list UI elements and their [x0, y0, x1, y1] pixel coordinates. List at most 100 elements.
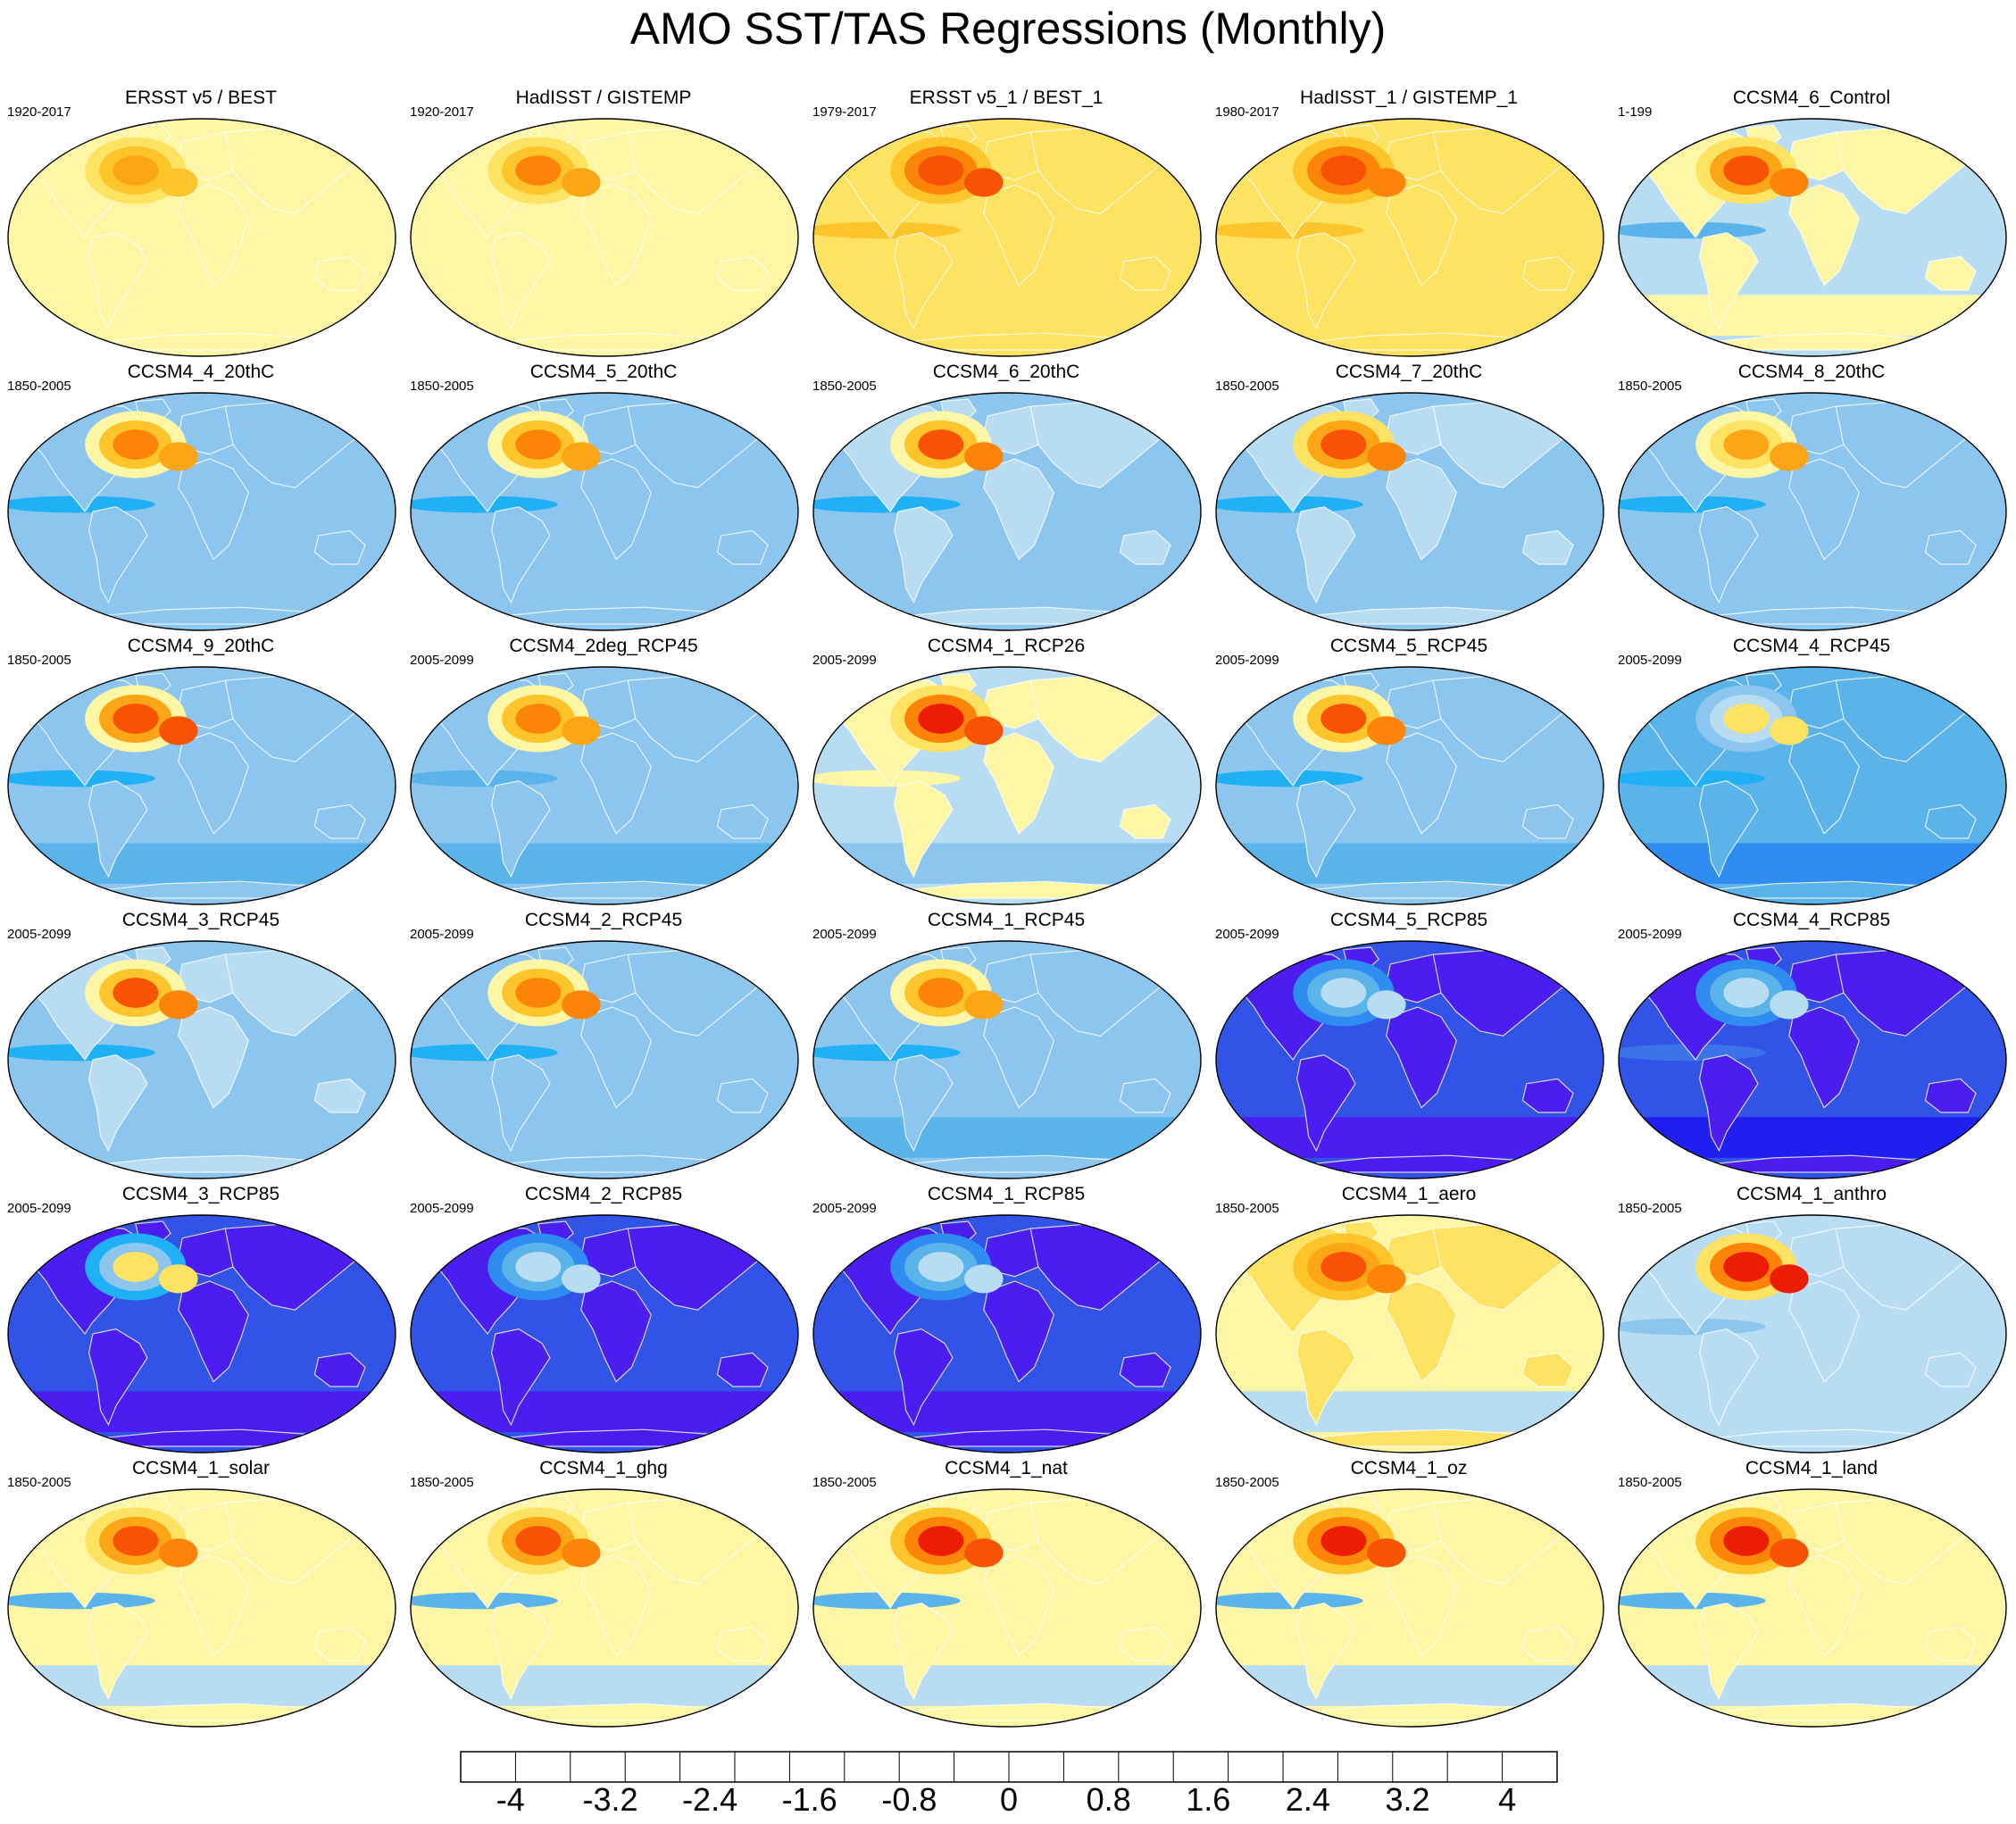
panel-years: 1920-2017 — [7, 104, 71, 120]
southern-ocean-anomaly — [411, 843, 798, 884]
figure-title: AMO SST/TAS Regressions (Monthly) — [629, 4, 1387, 54]
southern-ocean-anomaly — [411, 1665, 798, 1706]
panel-years: 2005-2099 — [410, 927, 474, 942]
panel-years: 1850-2005 — [1215, 379, 1279, 394]
continent-au — [1924, 255, 1977, 291]
continent-af — [1386, 184, 1457, 287]
panel-title: CCSM4_1_oz — [1350, 1458, 1468, 1478]
map-outline — [410, 1214, 799, 1453]
continent-af — [1788, 1554, 1860, 1657]
southern-ocean-anomaly — [1619, 1665, 2006, 1706]
map — [410, 1488, 799, 1728]
panel-title: CCSM4_2_RCP45 — [524, 910, 683, 930]
continent-sa — [490, 505, 551, 604]
continent-af — [1788, 458, 1860, 561]
north-atlantic-anomaly-3 — [515, 155, 562, 186]
map — [1618, 1214, 2007, 1453]
continent-af — [580, 1006, 652, 1109]
panel-title: CCSM4_1_ghg — [539, 1458, 668, 1478]
panel-years: 1850-2005 — [1215, 1475, 1279, 1490]
colorbar — [460, 1751, 1558, 1783]
southern-ocean-anomaly — [813, 1391, 1201, 1432]
map-outline — [812, 666, 1202, 905]
map — [410, 392, 799, 631]
southern-ocean-anomaly — [411, 569, 798, 610]
panel-years: 1980-2017 — [1215, 104, 1279, 120]
map-panel: ERSST v5_1 / BEST_1 1979-2017 — [805, 87, 1207, 359]
continent-af — [983, 1554, 1054, 1657]
north-atlantic-anomaly-3 — [1723, 1252, 1770, 1282]
north-atlantic-anomaly-3 — [1723, 978, 1770, 1008]
map — [1215, 392, 1604, 631]
panel-years: 2005-2099 — [1618, 653, 1682, 668]
north-atlantic-anomaly-3 — [515, 978, 562, 1008]
southern-ocean-anomaly — [8, 569, 396, 610]
map — [7, 940, 396, 1179]
map-panel: CCSM4_2deg_RCP45 2005-2099 — [403, 635, 804, 907]
subpolar-gyre-anomaly — [562, 716, 601, 745]
north-atlantic-anomaly-3 — [1320, 704, 1367, 734]
southern-ocean-anomaly — [1619, 295, 2006, 336]
north-atlantic-anomaly-3 — [918, 978, 964, 1008]
colorbar-tick-label: -0.8 — [881, 1781, 937, 1818]
continent-af — [1386, 1006, 1457, 1109]
southern-ocean-anomaly — [1619, 569, 2006, 610]
subpolar-gyre-anomaly — [964, 1264, 1004, 1294]
continent-af — [580, 1554, 652, 1657]
map-outline — [1618, 1214, 2007, 1453]
continent-sa — [1295, 505, 1356, 604]
north-atlantic-anomaly-3 — [1320, 1526, 1367, 1556]
subpolar-gyre-anomaly — [159, 168, 198, 197]
subpolar-gyre-anomaly — [159, 442, 198, 471]
continent-au — [313, 1626, 366, 1662]
subpolar-gyre-anomaly — [1770, 168, 1809, 197]
continent-au — [1521, 529, 1574, 565]
map-outline — [1618, 940, 2007, 1179]
continent-af — [178, 458, 249, 561]
continent-af — [178, 1006, 249, 1109]
north-atlantic-anomaly-3 — [515, 704, 562, 734]
southern-ocean-anomaly — [1216, 1117, 1604, 1158]
map-panel: CCSM4_9_20thC 1850-2005 — [0, 635, 402, 907]
continent-sa — [1698, 779, 1759, 879]
map-panel: CCSM4_8_20thC 1850-2005 — [1611, 361, 2012, 633]
subpolar-gyre-anomaly — [1367, 990, 1406, 1020]
map-panel: CCSM4_6_20thC 1850-2005 — [805, 361, 1207, 633]
colorbar-tick-label: 3.2 — [1385, 1781, 1430, 1818]
continent-af — [983, 732, 1054, 835]
panel-title: CCSM4_3_RCP45 — [121, 910, 280, 930]
southern-ocean-anomaly — [813, 1117, 1201, 1158]
map — [1215, 118, 1604, 357]
map-outline — [1215, 392, 1604, 631]
map-panel: HadISST_1 / GISTEMP_1 1980-2017 — [1208, 87, 1610, 359]
north-atlantic-anomaly-3 — [112, 1526, 159, 1556]
map-outline — [1215, 118, 1604, 357]
panel-years: 1850-2005 — [812, 379, 877, 394]
continent-af — [1386, 458, 1457, 561]
panel-years: 2005-2099 — [7, 927, 71, 942]
colorbar-tick-label: -2.4 — [682, 1781, 738, 1818]
map-panel: CCSM4_5_RCP85 2005-2099 — [1208, 909, 1610, 1181]
map — [1215, 666, 1604, 905]
panel-title: CCSM4_1_RCP45 — [927, 910, 1086, 930]
continent-af — [983, 458, 1054, 561]
panel-title: CCSM4_1_anthro — [1736, 1184, 1887, 1204]
map-panel: CCSM4_1_RCP45 2005-2099 — [805, 909, 1207, 1181]
colorbar-tick-label: 0 — [999, 1781, 1019, 1818]
continent-sa — [893, 779, 954, 879]
map-outline — [7, 118, 396, 357]
subpolar-gyre-anomaly — [562, 1538, 601, 1568]
continent-sa — [1698, 1328, 1759, 1427]
continent-sa — [490, 231, 551, 330]
panel-title: CCSM4_8_20thC — [1737, 362, 1886, 382]
panel-years: 1979-2017 — [812, 104, 877, 120]
panel-years: 2005-2099 — [1618, 927, 1682, 942]
panel-years: 1920-2017 — [410, 104, 474, 120]
continent-af — [1386, 1554, 1457, 1657]
panel-title: CCSM4_6_20thC — [932, 362, 1080, 382]
subpolar-gyre-anomaly — [1770, 990, 1809, 1020]
map-outline — [1215, 1214, 1604, 1453]
continent-sa — [893, 505, 954, 604]
continent-sa — [1698, 231, 1759, 330]
panel-years: 2005-2099 — [1215, 653, 1279, 668]
